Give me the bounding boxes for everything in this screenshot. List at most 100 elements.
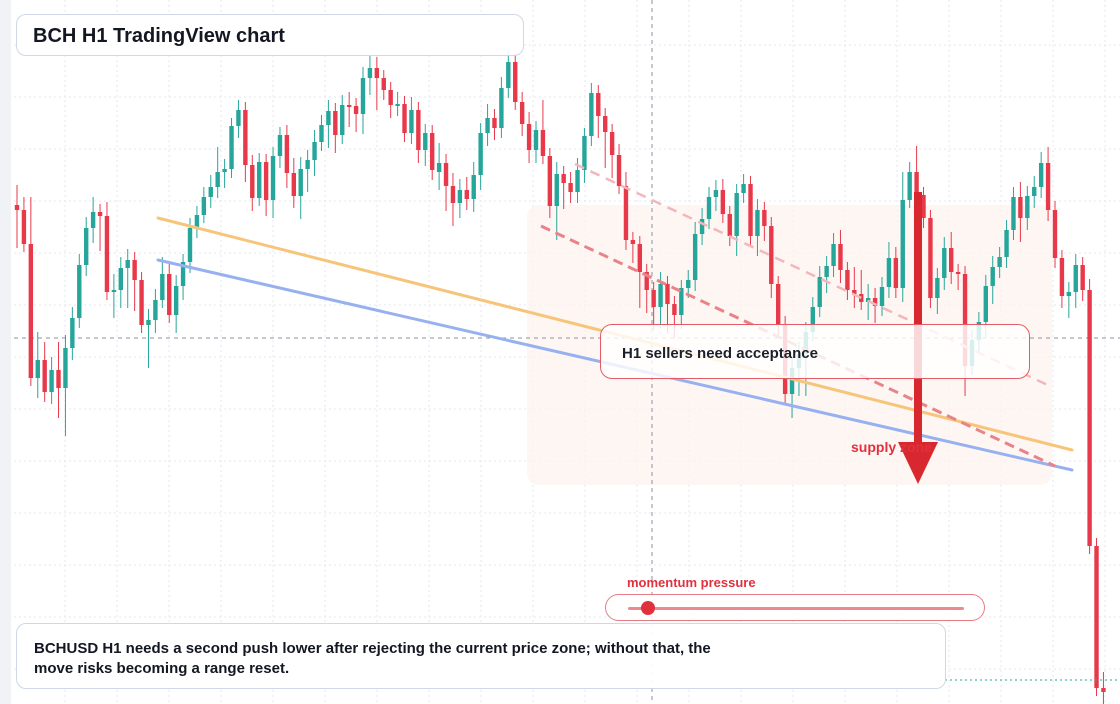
candle [250,155,255,211]
candle-body [1073,265,1078,292]
candle [1038,152,1044,198]
title-box: BCH H1 TradingView chart [16,14,524,56]
candle-body [236,110,241,126]
candle-body [526,124,532,150]
candle [257,153,262,206]
candle [1025,186,1030,230]
candle-body [436,163,442,172]
candle [727,206,732,246]
candle [333,103,338,153]
candle-body [1004,230,1009,257]
candle [312,130,317,176]
candle-body [402,104,407,133]
candle-body [443,163,449,186]
candle-body [118,268,123,290]
candle-body [201,197,207,215]
candle-body [478,133,483,175]
candle-body [409,110,414,133]
candle-body [222,169,227,172]
candle [665,276,670,333]
candle [430,125,435,180]
candle-body [499,88,504,128]
candle [291,158,296,208]
candle [222,159,227,188]
momentum-thumb[interactable] [641,601,656,615]
candle-body [506,62,511,88]
candle [859,270,864,310]
candle [173,275,179,333]
candle-body [132,260,137,280]
candle-body [644,272,649,290]
momentum-slider[interactable] [605,594,985,621]
candle-body [250,165,255,198]
candle-body [312,142,317,160]
candle-body [194,215,200,228]
candle-body [596,93,601,116]
candle-body [416,110,421,150]
candle-body [492,118,497,128]
candle-body [485,118,490,133]
candle-body [353,106,359,114]
candle-body [907,172,912,200]
sellers-callout: H1 sellers need acceptance [600,324,1030,379]
candle [346,92,352,127]
candle [423,124,428,166]
candle-body [962,274,968,366]
candle-body [1052,210,1058,258]
candle [568,172,573,203]
candle [769,217,774,298]
candle [167,262,172,323]
candle [485,104,490,146]
candle-body [423,133,428,150]
candle [547,148,553,218]
candle [21,197,27,252]
candle-body [464,190,469,199]
candle [1101,672,1106,704]
candle-body [658,284,663,307]
candle [1004,220,1009,268]
candle-body [160,274,165,300]
candle [1087,279,1092,554]
candle-body [471,175,476,199]
candle-body [1066,292,1072,296]
candle [1080,257,1085,301]
candle [298,157,303,219]
candle [367,56,373,95]
candle-body [229,126,234,169]
candle [824,256,829,293]
candle-body [706,197,712,219]
candle-body [42,360,47,392]
candle [277,127,283,168]
candle-body [582,136,587,170]
candle [1073,254,1078,308]
momentum-label: momentum pressure [627,575,756,590]
candle [692,222,698,291]
candle [935,268,940,314]
candle [838,230,843,283]
candle [70,307,75,360]
candle-body [914,172,919,195]
candle-body [838,244,843,270]
candle [229,118,234,178]
candle-body [679,288,684,315]
candle [436,143,442,190]
pink-dashed-trendline [574,162,1053,389]
candle [139,272,144,333]
candle [928,210,933,308]
candle-body [810,307,815,332]
candle-body [879,287,885,306]
candle-body [928,218,933,298]
candle-body [762,210,767,226]
candle-body [153,300,158,320]
candle [949,232,954,284]
candle-body [817,277,822,307]
candle-body [513,62,518,102]
candle [879,277,885,316]
callout-text: H1 sellers need acceptance [622,345,818,362]
candle-body [616,155,622,186]
candle [519,92,525,136]
candle [416,102,421,163]
candle [77,254,82,328]
